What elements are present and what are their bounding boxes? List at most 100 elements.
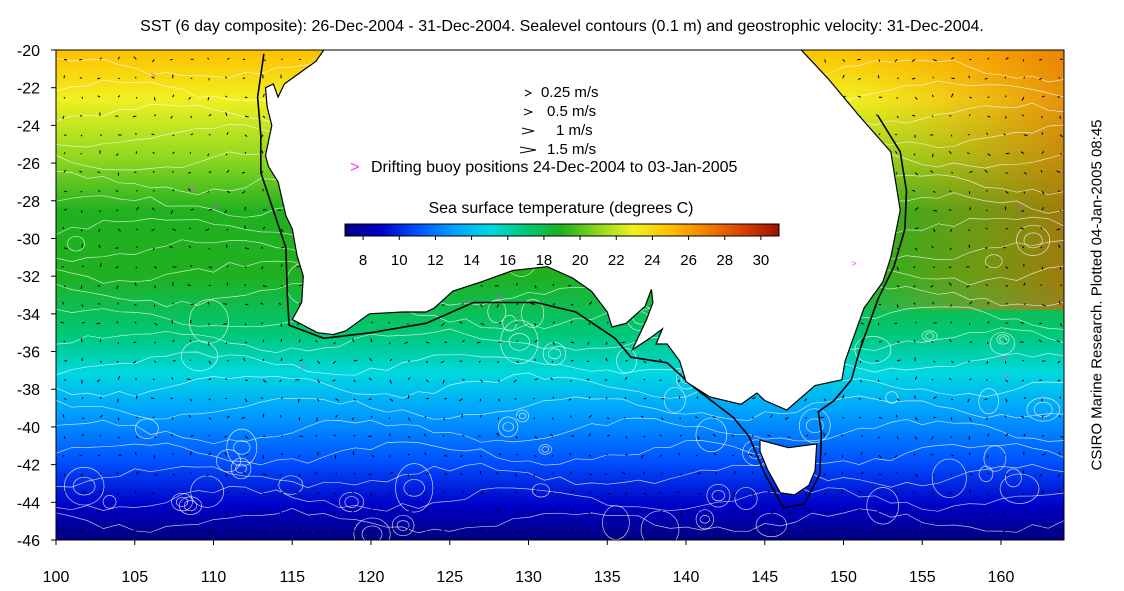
eddy-contour [1005, 468, 1022, 488]
eddy-contour [233, 440, 251, 455]
eddy-contour [699, 514, 711, 524]
eddy-contour [538, 444, 552, 455]
eddy-contour [235, 463, 247, 474]
buoy-position: > [214, 202, 219, 212]
eddy-contour [663, 386, 686, 413]
eddy-contour [542, 342, 567, 366]
drifting-buoys: > > > > > > > > > > [151, 70, 1023, 382]
eddy-contour [518, 412, 527, 420]
y-tick-label: -42 [17, 458, 40, 475]
y-tick-label: -38 [17, 382, 40, 399]
eddy-contour [353, 517, 391, 540]
contour-line [56, 327, 1064, 354]
eddy-contour [706, 483, 731, 508]
buoy-legend-label: Drifting buoy positions 24-Dec-2004 to 0… [371, 159, 738, 176]
buoy-legend-marker: > [350, 159, 359, 176]
colorbar-tick-label: 24 [644, 252, 661, 269]
eddy-contour [361, 525, 383, 540]
eddy-contour [999, 473, 1040, 504]
buoy-position: > [151, 70, 156, 80]
colorbar-tick-label: 14 [463, 252, 480, 269]
eddy-contour [67, 235, 85, 252]
eddy-contour [72, 476, 96, 496]
x-tick-label: 145 [751, 569, 778, 586]
colorbar [344, 223, 780, 237]
buoy-position: > [1001, 353, 1006, 363]
eddy-contour [63, 466, 105, 506]
eddy-contour [183, 500, 197, 512]
colorbar-tick-label: 12 [427, 252, 444, 269]
y-tick-label: -24 [17, 118, 40, 135]
eddy-contour [515, 409, 530, 423]
y-tick-label: -30 [17, 231, 40, 248]
eddy-contour [135, 418, 159, 439]
eddy-contour [755, 512, 787, 538]
eddy-contour [502, 422, 514, 432]
x-axis: 100 105 110 115 120 125 130 135 140 145 150 155 160 [43, 540, 1014, 586]
eddy-contour [996, 334, 1010, 345]
eddy-contour [403, 479, 425, 497]
eddy-contour [278, 475, 304, 495]
eddy-contour [854, 336, 892, 364]
y-tick-label: -20 [17, 43, 40, 60]
contour-line [56, 350, 1064, 376]
x-tick-label: 130 [515, 569, 542, 586]
velocity-legend-label: 1.5 m/s [547, 141, 596, 158]
y-tick-label: -26 [17, 156, 40, 173]
velocity-legend-label: 0.25 m/s [541, 84, 599, 101]
eddy-contour [885, 391, 899, 404]
eddy-contour [989, 332, 1015, 355]
buoy-position: > [497, 293, 502, 303]
tasmania-landmass [759, 439, 818, 496]
eddy-contour [805, 418, 824, 434]
eddy-contour [230, 457, 252, 480]
y-tick-label: -22 [17, 81, 40, 98]
x-tick-label: 100 [43, 569, 70, 586]
eddy-contour [1033, 401, 1053, 418]
contour-line [56, 440, 1064, 466]
colorbar-tick-label: 22 [608, 252, 625, 269]
x-tick-label: 150 [830, 569, 857, 586]
eddy-contour [487, 299, 507, 324]
credit-text: CSIRO Marine Research. Plotted 04-Jan-20… [1088, 119, 1106, 471]
plot-area: > > > > > > > > > > [56, 50, 1064, 540]
eddy-contour [175, 497, 189, 508]
velocity-legend-arrow [523, 108, 534, 116]
y-tick-label: -40 [17, 420, 40, 437]
eddy-contour [216, 449, 241, 473]
contour-line [56, 486, 1064, 512]
colorbar-tick-label: 28 [716, 252, 733, 269]
buoy-position: > [1004, 372, 1009, 382]
eddy-contour [999, 336, 1007, 343]
eddy-contour [711, 490, 726, 502]
colorbar-tick-label: 30 [753, 252, 770, 269]
velocity-legend: 0.25 m/s 0.5 m/s 1 m/s 1.5 m/s [519, 84, 599, 158]
colorbar-tick-label: 10 [391, 252, 408, 269]
x-tick-label: 110 [201, 569, 227, 586]
y-tick-label: -44 [17, 495, 40, 512]
y-tick-label: -46 [17, 533, 40, 550]
colorbar-ticks: 8 10 12 14 16 18 20 22 24 26 28 30 [359, 236, 769, 269]
eddy-contour [396, 520, 410, 531]
contour-line [56, 282, 1064, 308]
x-tick-label: 120 [358, 569, 385, 586]
eddy-contour [531, 483, 550, 498]
x-tick-label: 125 [436, 569, 463, 586]
eddy-contour [866, 487, 900, 525]
contour-line [56, 304, 1064, 331]
eddy-contour [541, 446, 550, 453]
eddy-contour [102, 495, 117, 509]
colorbar-tick-label: 18 [536, 252, 553, 269]
eddy-contour [983, 445, 1007, 472]
map-legend: 0.25 m/s 0.5 m/s 1 m/s 1.5 m/s > Drifting b… [344, 84, 780, 269]
contour-line [56, 372, 1064, 399]
eddy-contour [1016, 224, 1051, 256]
colorbar-tick-label: 8 [359, 252, 367, 269]
y-tick-label: -34 [17, 307, 40, 324]
eddy-contour [734, 487, 758, 510]
y-tick-label: -32 [17, 269, 40, 286]
y-tick-label: -28 [17, 194, 40, 211]
eddy-contour [1023, 232, 1043, 249]
y-axis: -20 -22 -24 -26 -28 -30 -32 -34 -36 -38 -40 -42 -44 -… [17, 43, 56, 550]
x-tick-label: 155 [909, 569, 936, 586]
